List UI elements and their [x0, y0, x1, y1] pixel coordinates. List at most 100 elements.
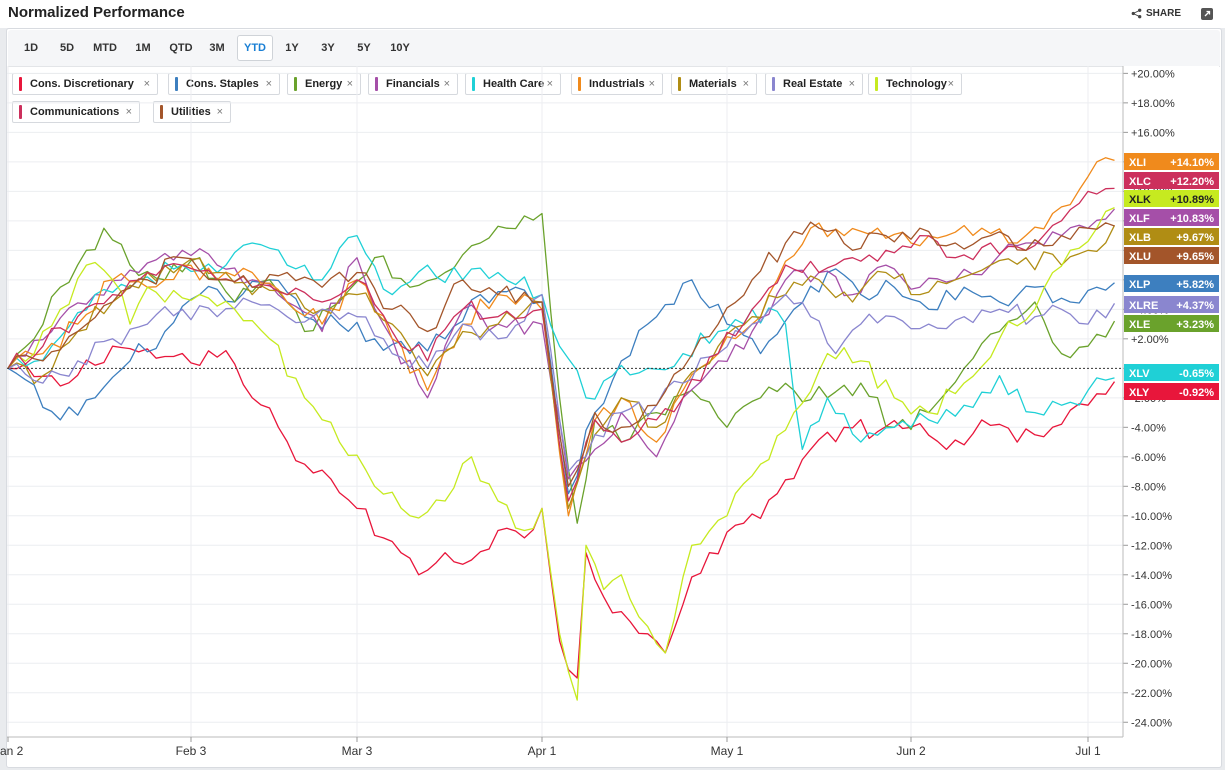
- end-label-box: [1124, 190, 1219, 207]
- y-tick-label: +16.00%: [1131, 127, 1175, 139]
- header: Normalized Performance SHARE: [0, 0, 1225, 28]
- series-color-swatch: [175, 77, 178, 91]
- range-button-5d[interactable]: 5D: [59, 42, 75, 54]
- remove-series-icon[interactable]: ×: [742, 78, 749, 90]
- end-label-ticker: XLK: [1129, 194, 1151, 206]
- end-label-ticker: XLI: [1129, 157, 1146, 169]
- y-tick-label: +2.00%: [1131, 334, 1169, 346]
- end-label-ticker: XLY: [1129, 387, 1150, 399]
- range-button-5y[interactable]: 5Y: [357, 42, 371, 54]
- series-chip-energy[interactable]: Energy ×: [287, 73, 361, 95]
- series-chip-label: Cons. Staples: [186, 78, 259, 90]
- series-chip-label: Technology: [886, 78, 947, 90]
- series-chip-label: Financials: [386, 78, 440, 90]
- end-label-box: [1124, 315, 1219, 332]
- series-line-xly[interactable]: [7, 345, 1116, 679]
- x-axis: Jan 2 Feb 3 Mar 3 Apr 1 May 1 Jun 2 Jul 1: [0, 737, 1101, 758]
- series-line-xlc[interactable]: [7, 187, 1115, 502]
- series-color-swatch: [375, 77, 378, 91]
- series-chip-real-estate[interactable]: Real Estate ×: [765, 73, 863, 95]
- y-tick-label: -12.00%: [1131, 540, 1172, 552]
- series-color-swatch: [160, 105, 163, 119]
- end-label-value: +9.67%: [1176, 232, 1214, 244]
- y-tick-label: -8.00%: [1131, 481, 1166, 493]
- range-button-ytd[interactable]: YTD: [237, 35, 273, 61]
- end-label-value: +10.89%: [1170, 194, 1214, 206]
- end-label-value: +14.10%: [1170, 157, 1214, 169]
- y-tick-label: -6.00%: [1131, 452, 1166, 464]
- end-label-xle: XLE +3.23%: [1124, 315, 1219, 332]
- range-button-qtd[interactable]: QTD: [169, 42, 193, 54]
- range-button-1m[interactable]: 1M: [135, 42, 151, 54]
- series-line-xlre[interactable]: [7, 293, 1116, 473]
- series-color-swatch: [294, 77, 297, 91]
- share-label: SHARE: [1146, 8, 1182, 19]
- series-chip-cons-staples[interactable]: Cons. Staples ×: [168, 73, 280, 95]
- remove-series-icon[interactable]: ×: [265, 78, 272, 90]
- remove-series-icon[interactable]: ×: [443, 78, 450, 90]
- remove-series-icon[interactable]: ×: [648, 78, 655, 90]
- series-color-swatch: [678, 77, 681, 91]
- chart-title: Normalized Performance: [8, 4, 185, 21]
- popout-button[interactable]: [1201, 8, 1213, 20]
- y-tick-label: -22.00%: [1131, 688, 1172, 700]
- end-label-xlb: XLB +9.67%: [1124, 228, 1219, 245]
- y-tick-label: -20.00%: [1131, 658, 1172, 670]
- share-button[interactable]: SHARE: [1131, 8, 1181, 19]
- series-color-swatch: [578, 77, 581, 91]
- series-color-swatch: [472, 77, 475, 91]
- remove-series-icon[interactable]: ×: [848, 78, 855, 90]
- end-label-value: +3.23%: [1176, 319, 1214, 331]
- end-label-xlc: XLC +12.20%: [1124, 172, 1219, 189]
- end-label-ticker: XLC: [1129, 176, 1151, 188]
- end-label-ticker: XLB: [1129, 232, 1151, 244]
- remove-series-icon[interactable]: ×: [947, 78, 954, 90]
- popout-icon: [1204, 10, 1211, 17]
- series-line-xlk[interactable]: [7, 207, 1115, 701]
- remove-series-icon[interactable]: ×: [346, 78, 353, 90]
- remove-series-icon[interactable]: ×: [143, 78, 150, 90]
- remove-series-icon[interactable]: ×: [546, 78, 553, 90]
- range-button-3m[interactable]: 3M: [209, 42, 225, 54]
- range-button-10y[interactable]: 10Y: [390, 42, 410, 54]
- series-chip-health-care[interactable]: Health Care ×: [465, 73, 561, 95]
- end-label-xlu: XLU +9.65%: [1124, 247, 1219, 264]
- range-selector: 1D 5D MTD 1M QTD 3M YTD 1Y 3Y 5Y 10Y: [8, 30, 1220, 67]
- series-line-xli[interactable]: [7, 157, 1115, 517]
- end-label-xlv: XLV -0.65%: [1124, 364, 1219, 381]
- x-tick-label: Mar 3: [342, 744, 373, 758]
- series-line-xlu[interactable]: [7, 221, 1115, 487]
- end-label-xli: XLI +14.10%: [1124, 153, 1219, 170]
- series-chip-label: Energy: [305, 78, 343, 90]
- series-line-xlf[interactable]: [7, 208, 1115, 480]
- series-color-swatch: [772, 77, 775, 91]
- series-line-xlv[interactable]: [7, 234, 1115, 451]
- end-label-value: -0.92%: [1179, 387, 1214, 399]
- end-label-box: [1124, 296, 1219, 313]
- end-label-box: [1124, 228, 1219, 245]
- series-chip-communications[interactable]: Communications ×: [12, 101, 140, 123]
- series-chip-materials[interactable]: Materials ×: [671, 73, 757, 95]
- end-label-ticker: XLV: [1129, 368, 1150, 380]
- end-label-ticker: XLE: [1129, 319, 1150, 331]
- end-label-box: [1124, 209, 1219, 226]
- end-label-box: [1124, 153, 1219, 170]
- range-button-1y[interactable]: 1Y: [285, 42, 299, 54]
- end-label-xlk: XLK +10.89%: [1124, 190, 1219, 207]
- remove-series-icon[interactable]: ×: [125, 106, 132, 118]
- end-label-ticker: XLRE: [1129, 300, 1158, 312]
- series-lines: [7, 157, 1116, 701]
- end-label-box: [1124, 383, 1219, 400]
- y-tick-label: +18.00%: [1131, 98, 1175, 110]
- y-tick-label: -16.00%: [1131, 599, 1172, 611]
- end-label-value: +4.37%: [1176, 300, 1214, 312]
- end-label-ticker: XLU: [1129, 251, 1151, 263]
- range-button-3y[interactable]: 3Y: [321, 42, 335, 54]
- remove-series-icon[interactable]: ×: [216, 106, 223, 118]
- range-button-1d[interactable]: 1D: [23, 42, 39, 54]
- end-label-value: +9.65%: [1176, 251, 1214, 263]
- range-button-mtd[interactable]: MTD: [93, 42, 117, 54]
- y-tick-label: -24.00%: [1131, 717, 1172, 729]
- end-label-xlp: XLP +5.82%: [1124, 275, 1219, 292]
